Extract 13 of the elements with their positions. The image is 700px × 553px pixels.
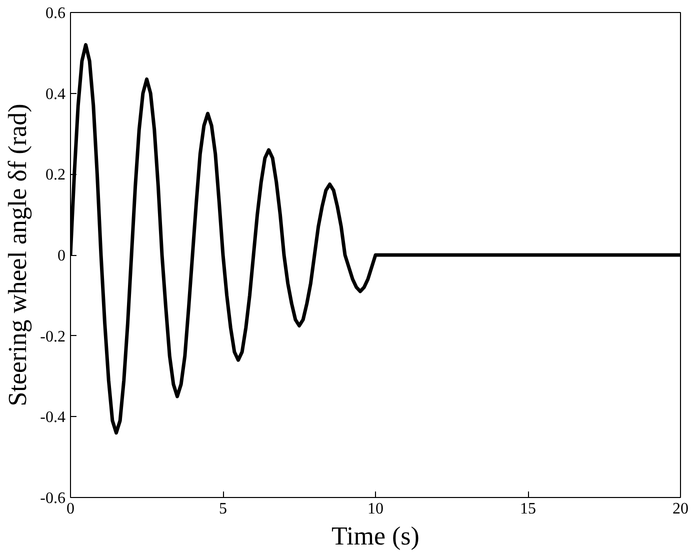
y-axis-title: Steering wheel angle δf (rad) [3,104,32,406]
x-tick-label: 15 [520,500,536,518]
x-tick-label: 20 [672,500,688,518]
y-tick-label: -0.4 [40,409,66,426]
y-tick-label: 0.6 [46,5,66,22]
y-tick-label: 0.2 [46,166,66,184]
y-tick-label: -0.2 [40,328,66,346]
x-axis-title: Time (s) [332,522,420,550]
y-tick-label: -0.6 [40,490,66,507]
y-tick-label: 0 [58,248,66,264]
x-tick-label: 5 [219,500,227,518]
y-tick-label: 0.4 [46,86,66,103]
x-tick-label: 10 [368,500,384,518]
